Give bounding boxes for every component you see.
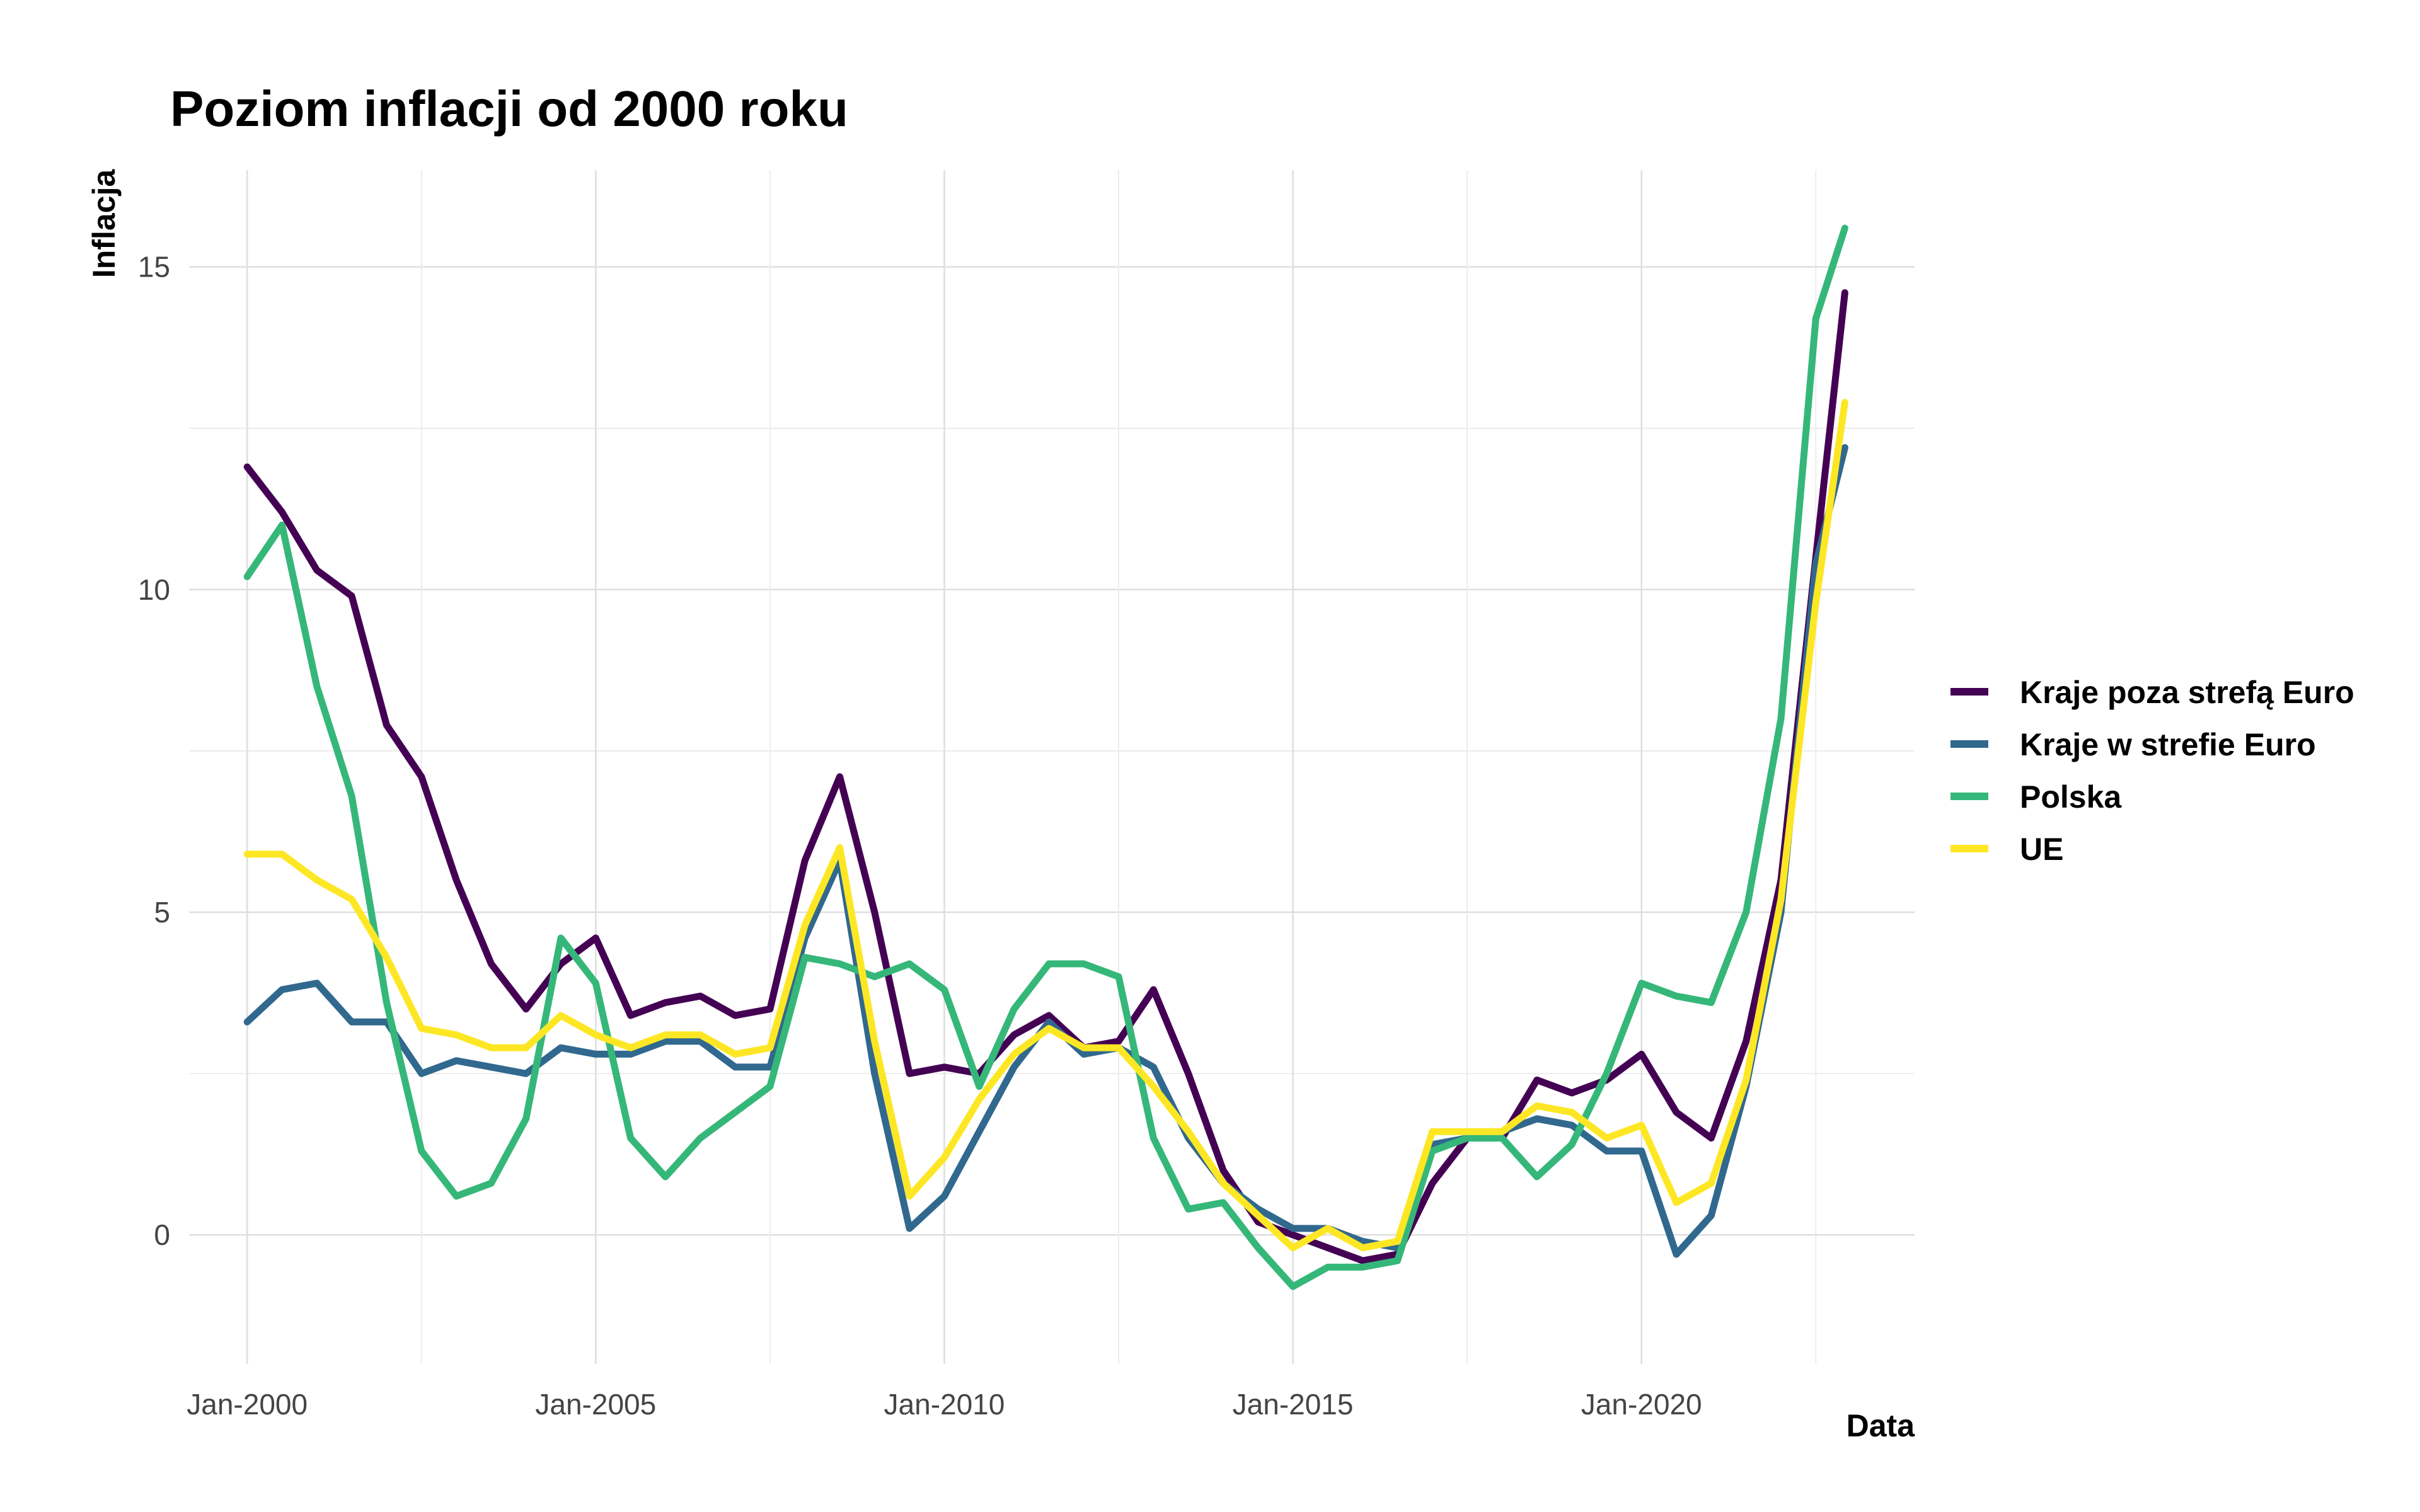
y-tick-label: 15 (138, 251, 170, 284)
legend-label: Polska (2020, 779, 2122, 815)
y-axis-title: Inflacja (86, 169, 122, 278)
legend-label: Kraje poza strefą Euro (2020, 675, 2354, 710)
series-line (243, 224, 1848, 1290)
x-axis-tick-labels: Jan-2000 Jan-2005 Jan-2010 Jan-2015 Jan-2020 (187, 1388, 1702, 1421)
y-tick-label: 5 (154, 896, 170, 929)
x-tick-label: Jan-2010 (884, 1388, 1005, 1421)
x-tick-label: Jan-2015 (1233, 1388, 1354, 1421)
x-axis-title: Data (1847, 1408, 1916, 1443)
plot-grid (189, 170, 1915, 1364)
legend-label: Kraje w strefie Euro (2020, 727, 2316, 762)
series-line (243, 399, 1848, 1252)
legend-label: UE (2020, 832, 2063, 867)
series-lines (243, 224, 1848, 1290)
series-line (243, 444, 1848, 1258)
y-tick-label: 10 (138, 573, 170, 606)
chart-legend: Kraje poza strefą Euro Kraje w strefie Eu… (1950, 675, 2354, 867)
x-tick-label: Jan-2000 (187, 1388, 308, 1421)
y-tick-label: 0 (154, 1218, 170, 1251)
x-tick-label: Jan-2005 (535, 1388, 656, 1421)
y-axis-tick-labels: 0 5 10 15 (138, 251, 170, 1251)
x-tick-label: Jan-2020 (1581, 1388, 1702, 1421)
series-line (243, 289, 1848, 1264)
chart-title: Poziom inflacji od 2000 roku (170, 81, 848, 137)
